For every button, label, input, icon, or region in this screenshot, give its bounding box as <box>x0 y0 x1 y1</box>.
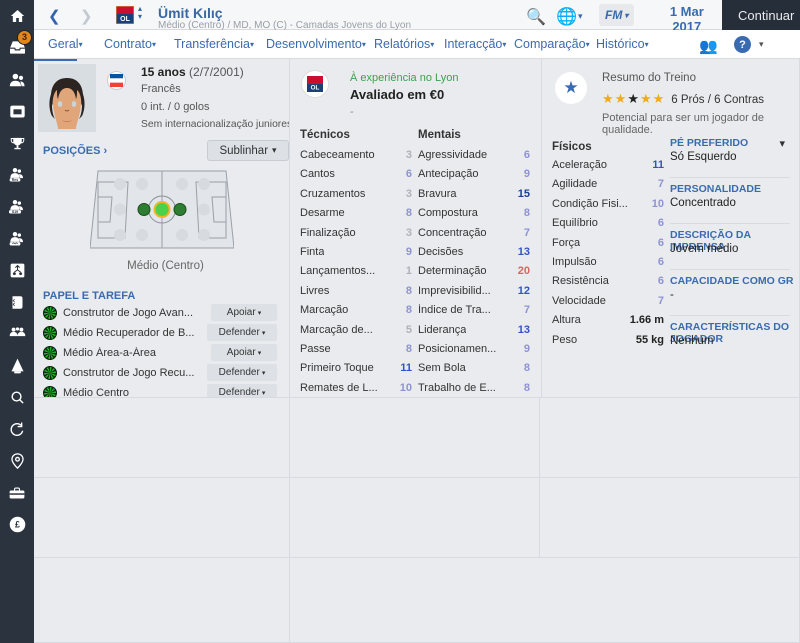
svg-text:£: £ <box>15 520 20 530</box>
svg-text:OL: OL <box>120 16 130 23</box>
svg-text:Res: Res <box>12 178 18 182</box>
svg-text:S19: S19 <box>12 210 18 214</box>
svg-text:OL: OL <box>311 84 320 91</box>
